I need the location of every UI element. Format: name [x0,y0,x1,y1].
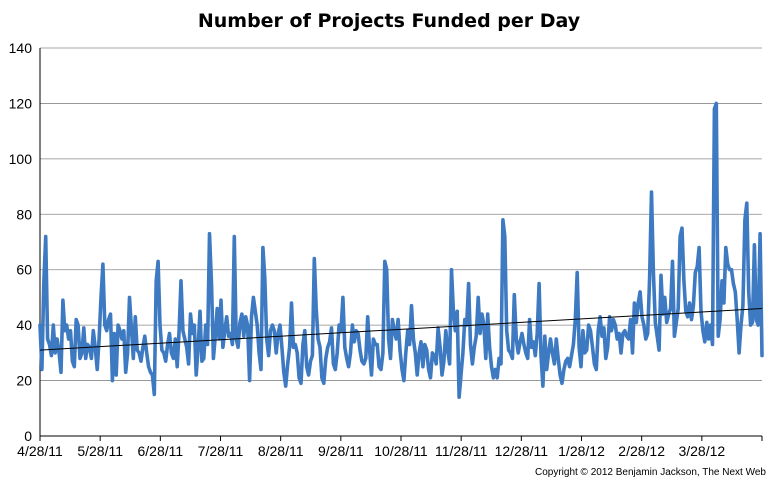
x-tick-label: 2/28/12 [618,443,665,459]
trendline [39,308,763,351]
x-tick-label: 8/28/11 [258,443,304,459]
series-line-projects-funded [38,101,764,400]
chart-title: Number of Projects Funded per Day [197,10,581,32]
x-tick-label: 5/28/11 [77,443,123,459]
copyright-text: Copyright © 2012 Benjamin Jackson, The N… [534,467,766,478]
y-tick-label: 60 [16,262,32,278]
x-tick-label: 11/28/11 [435,443,488,459]
x-tick-label: 3/28/12 [678,443,725,459]
y-tick-label: 20 [16,373,32,389]
x-tick-label: 7/28/11 [198,443,244,459]
y-tick-label: 140 [9,40,33,56]
x-tick-label: 4/28/11 [17,443,63,459]
x-tick-label: 1/28/12 [558,443,605,459]
y-tick-label: 0 [24,428,32,444]
y-tick-label: 40 [16,317,32,333]
x-tick-label: 6/28/11 [137,443,183,459]
y-tick-label: 100 [9,151,33,167]
x-tick-label: 12/28/11 [495,443,549,459]
y-tick-label: 120 [9,95,33,111]
x-tick-label: 9/28/11 [318,443,364,459]
y-tick-label: 80 [16,206,32,222]
x-tick-label: 10/28/11 [374,443,428,459]
